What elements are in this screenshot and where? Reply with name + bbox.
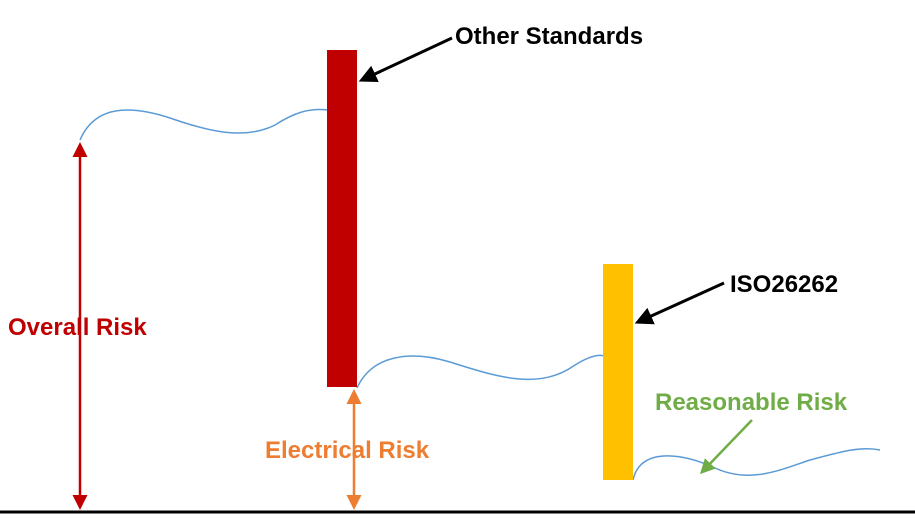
reasonable-risk-arrow	[699, 419, 753, 475]
other-standards-callout-arrow	[358, 36, 453, 83]
overall-risk-curve	[79, 108, 329, 141]
electrical-risk-label: Electrical Risk	[265, 437, 430, 464]
reasonable-risk-label: Reasonable Risk	[655, 389, 848, 416]
other-standards-bar	[327, 50, 357, 387]
other-standards-label: Other Standards	[455, 23, 643, 50]
other-standards-risk-curve	[356, 354, 605, 389]
iso26262-callout-arrow	[634, 281, 725, 325]
overall-risk-label: Overall Risk	[8, 314, 147, 341]
iso26262-bar	[603, 264, 633, 480]
iso-risk-curve	[632, 447, 881, 481]
iso26262-label: ISO26262	[730, 271, 838, 298]
